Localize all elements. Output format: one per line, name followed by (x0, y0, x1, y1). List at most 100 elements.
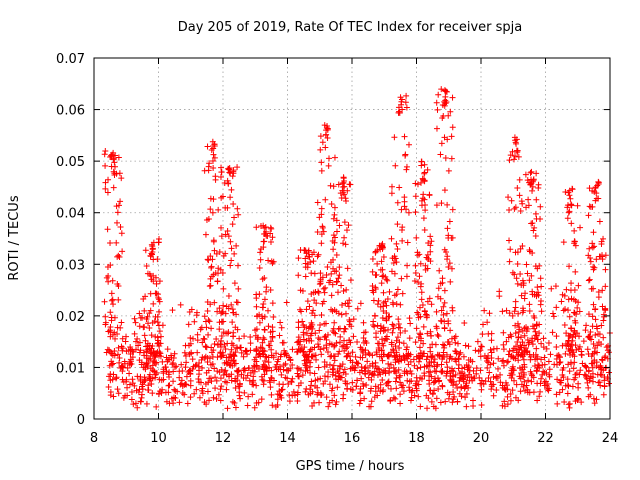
data-point (529, 341, 536, 348)
data-point (553, 361, 560, 368)
data-point (137, 314, 144, 321)
data-point (151, 354, 158, 361)
data-point (528, 176, 535, 183)
data-point (407, 320, 414, 327)
data-point (441, 246, 448, 253)
data-point (424, 298, 431, 305)
data-point (565, 296, 572, 303)
data-point (493, 345, 500, 352)
data-point (503, 307, 510, 314)
data-point (274, 358, 281, 365)
data-point (336, 339, 343, 346)
data-point (533, 170, 540, 177)
data-point (156, 278, 163, 285)
data-point (370, 297, 377, 304)
data-point (562, 350, 569, 357)
data-point (244, 372, 251, 379)
data-point (518, 292, 525, 299)
data-point (552, 283, 559, 290)
data-point (577, 367, 584, 374)
data-point (599, 357, 606, 364)
data-point (599, 287, 606, 294)
data-point (111, 352, 118, 359)
data-point (513, 140, 520, 147)
data-point (483, 354, 490, 361)
data-point (340, 391, 347, 398)
data-point (598, 238, 605, 245)
data-point (526, 277, 533, 284)
data-point (601, 377, 608, 384)
data-point (582, 363, 589, 370)
data-point (454, 340, 461, 347)
data-point (374, 301, 381, 308)
data-point (104, 189, 111, 196)
data-point (558, 379, 565, 386)
data-point (438, 307, 445, 314)
data-point (149, 249, 156, 256)
data-point (546, 371, 553, 378)
data-point (261, 225, 268, 231)
data-point (426, 359, 433, 366)
data-point (306, 303, 313, 310)
data-point (102, 313, 109, 320)
data-point (525, 196, 532, 203)
data-point (318, 159, 325, 166)
data-point (359, 380, 366, 387)
data-point (247, 334, 254, 341)
data-point (586, 185, 593, 192)
data-point (263, 232, 270, 239)
data-point (331, 234, 338, 241)
data-point (519, 243, 526, 250)
data-point (539, 371, 546, 378)
data-point (508, 367, 515, 374)
data-point (434, 361, 441, 368)
data-point (213, 377, 220, 384)
data-point (380, 303, 387, 310)
data-point (151, 359, 158, 366)
data-point (262, 364, 269, 371)
data-point (512, 330, 519, 337)
data-point (224, 405, 231, 412)
data-point (163, 368, 170, 375)
data-point (382, 370, 389, 377)
data-point (450, 382, 457, 389)
data-point (437, 399, 444, 406)
data-point (108, 314, 115, 321)
data-point (520, 356, 527, 363)
data-point (560, 239, 567, 246)
data-point (399, 290, 406, 297)
data-point (280, 362, 287, 369)
data-point (322, 333, 329, 340)
data-point (214, 278, 221, 285)
data-point (210, 347, 217, 354)
data-point (315, 343, 322, 350)
data-point (324, 134, 331, 141)
data-point (299, 287, 306, 294)
data-point (357, 354, 364, 361)
data-point (225, 233, 232, 240)
data-point (561, 399, 568, 406)
data-point (457, 349, 464, 356)
data-point (119, 363, 126, 370)
data-point (423, 363, 430, 370)
data-point (145, 382, 152, 389)
data-point (321, 122, 328, 129)
data-point (323, 342, 330, 349)
data-point (393, 385, 400, 392)
data-point (218, 169, 225, 176)
data-point (328, 270, 335, 277)
data-point (461, 319, 468, 326)
data-point (330, 362, 337, 369)
data-point (591, 348, 598, 355)
data-point (166, 373, 173, 380)
data-point (305, 354, 312, 361)
data-point (347, 339, 354, 346)
data-point (201, 399, 208, 406)
data-point (330, 215, 337, 222)
data-point (418, 335, 425, 342)
data-point (428, 332, 435, 339)
data-point (545, 387, 552, 394)
data-point (283, 299, 290, 306)
data-point (211, 154, 218, 161)
data-point (523, 261, 530, 268)
